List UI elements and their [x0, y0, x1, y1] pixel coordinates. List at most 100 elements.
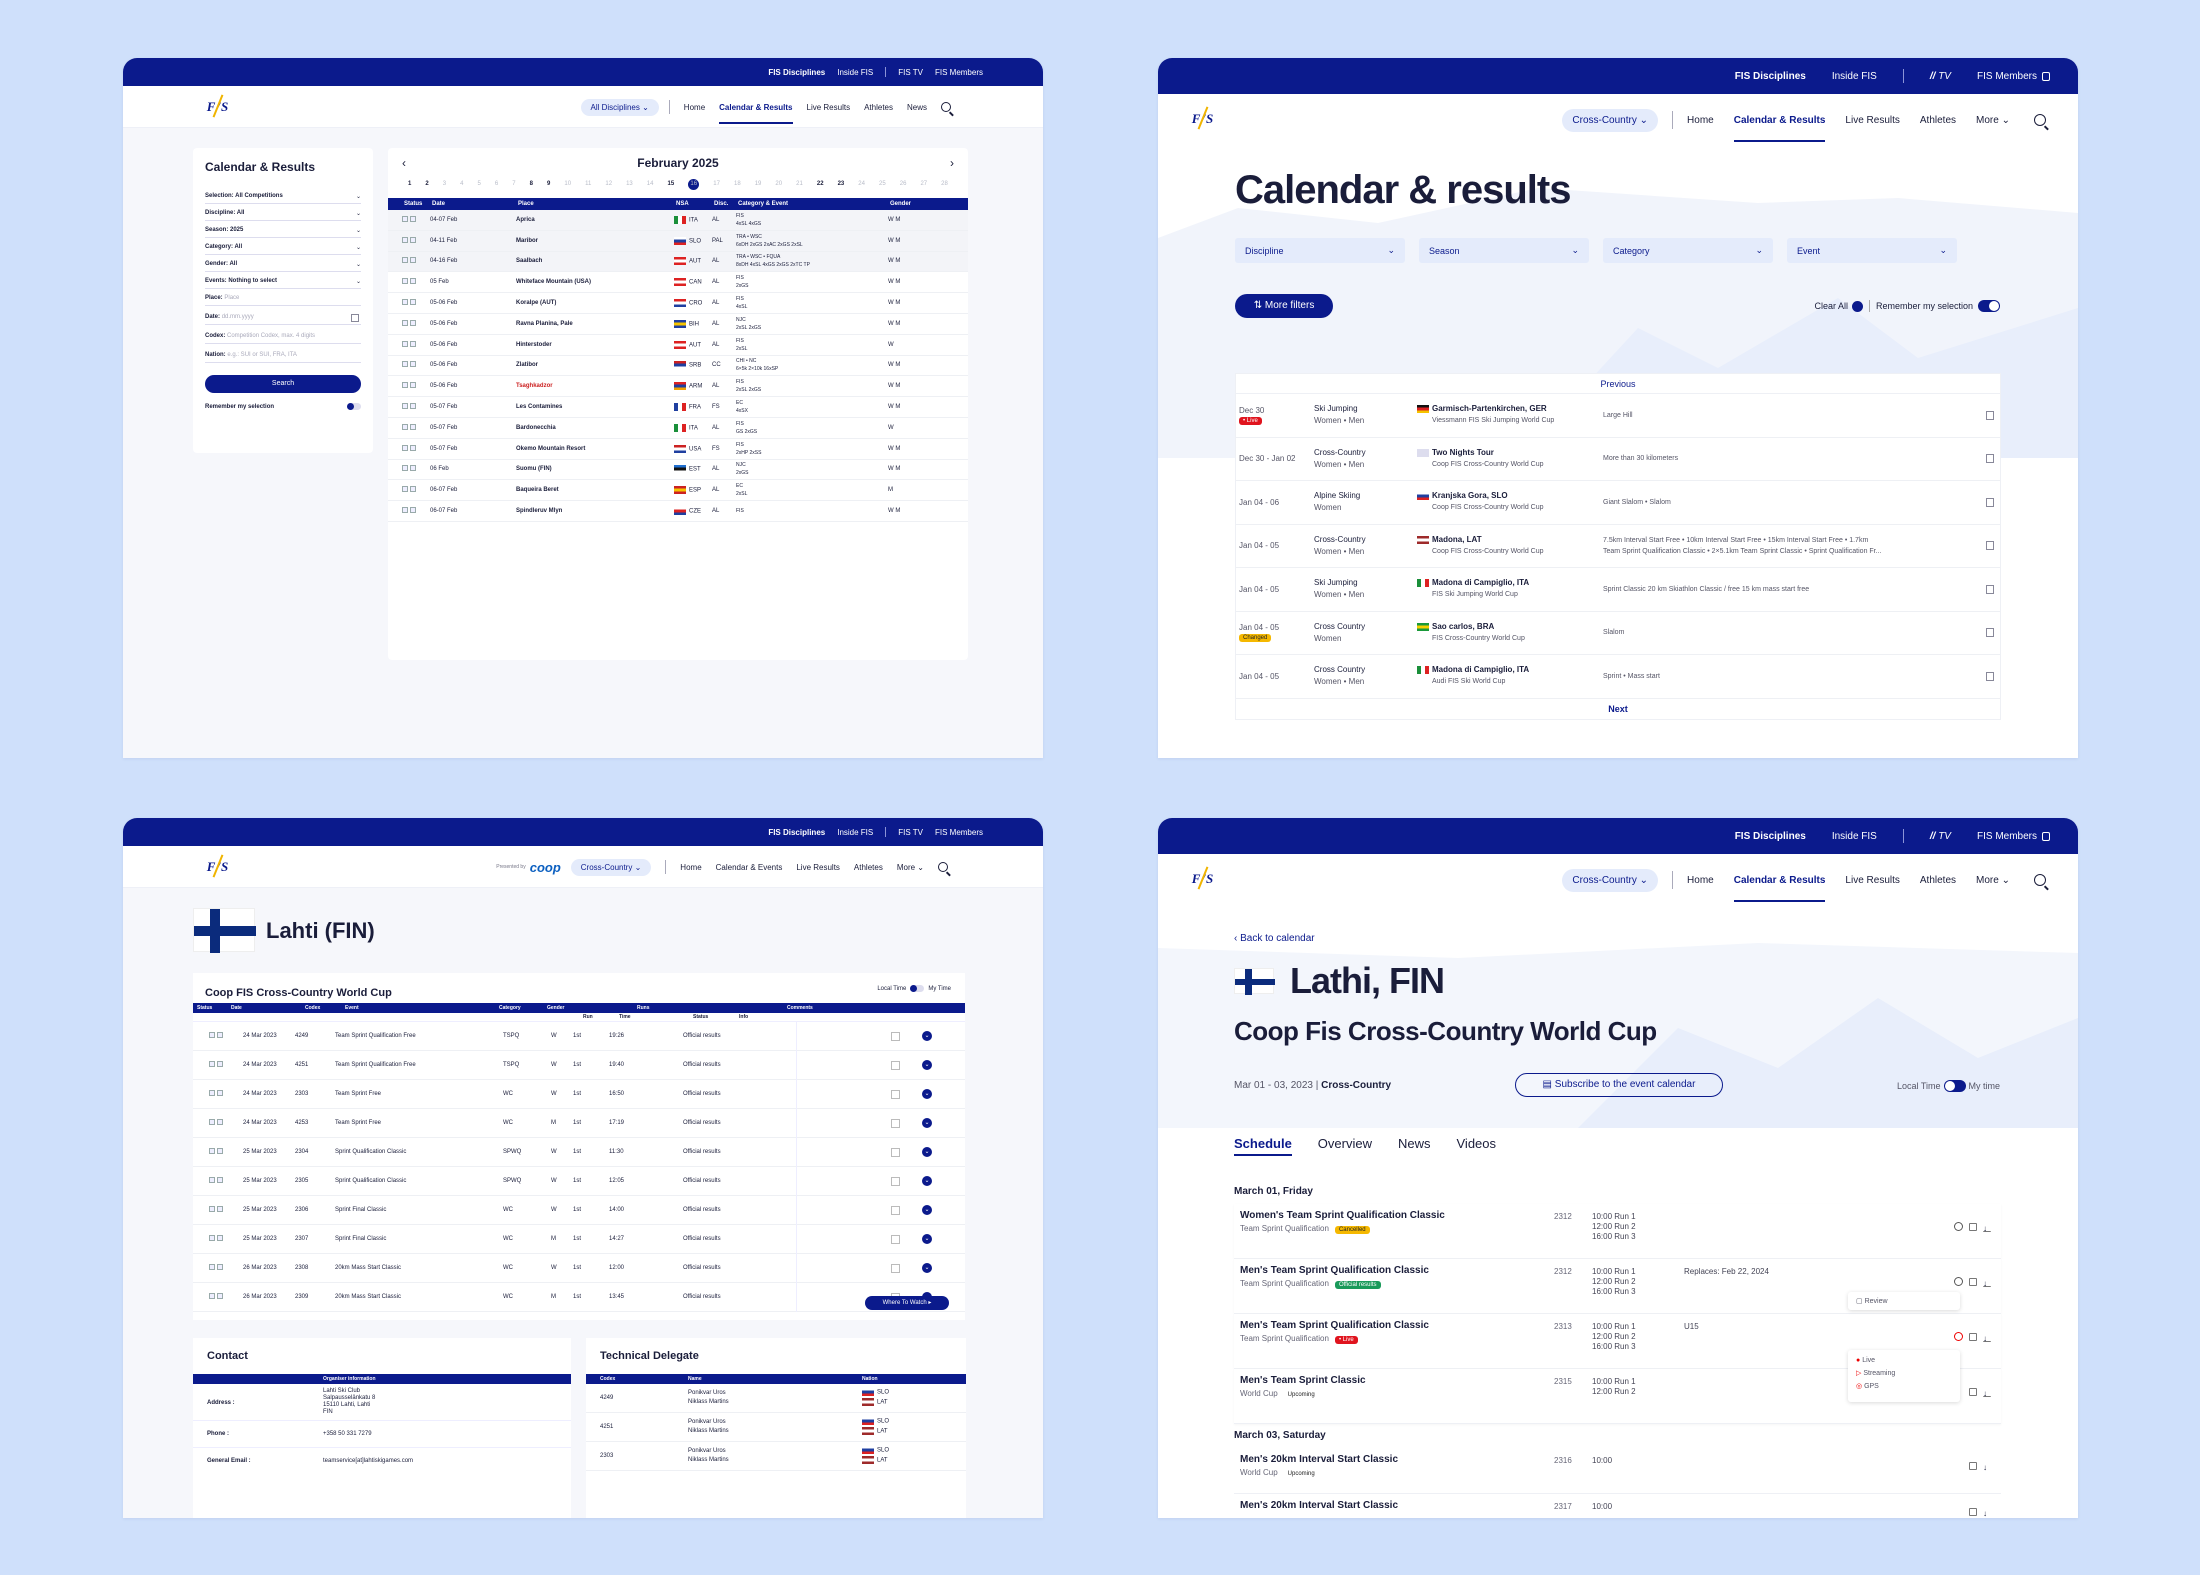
day-cell[interactable]: 14	[646, 181, 654, 187]
schedule-row[interactable]: Men's 20km Interval Start Classic World C…	[1234, 1448, 2001, 1494]
top-link[interactable]: FIS Disciplines	[1734, 830, 1806, 842]
calendar-add-icon[interactable]	[1986, 410, 1994, 420]
calendar-icon[interactable]	[1969, 1508, 1977, 1516]
table-row[interactable]: 05-06 Feb Hinterstoder AUT AL FIS 2xSL W	[388, 335, 968, 356]
table-row[interactable]: 24 Mar 2023 4253 Team Sprint Free WC M 1…	[193, 1108, 965, 1138]
table-row[interactable]: 25 Mar 2023 2305 Sprint Qualification Cl…	[193, 1166, 965, 1196]
filter-select[interactable]: Season: 2025 ⌄	[205, 224, 361, 238]
table-row[interactable]: 26 Mar 2023 2309 20km Mass Start Classic…	[193, 1282, 965, 1312]
row-status[interactable]: Official results	[683, 1166, 797, 1196]
top-link[interactable]: FIS Disciplines	[768, 827, 826, 837]
schedule-row[interactable]: Men's 20km Interval Start Classic 2317 1…	[1234, 1494, 2001, 1518]
top-link[interactable]: FIS Disciplines	[768, 67, 826, 77]
row-status[interactable]: Official results	[683, 1195, 797, 1225]
calendar-icon[interactable]	[351, 314, 359, 322]
filter-select[interactable]: Selection: All Competitions ⌄	[205, 190, 361, 204]
table-row[interactable]: 06-07 Feb Spindleruv Mlyn CZE AL FIS W M	[388, 501, 968, 522]
table-row[interactable]: 04-11 Feb Maribor SLO PAL TRA • WSC 6xDH …	[388, 230, 968, 252]
nav-link[interactable]: Home	[1687, 114, 1714, 126]
table-row[interactable]: 24 Mar 2023 4249 Team Sprint Qualificati…	[193, 1021, 965, 1051]
row-event[interactable]: Team Sprint Qualification Free	[335, 1062, 416, 1068]
filter-dropdown[interactable]: Discipline ⌄	[1235, 238, 1405, 263]
top-link[interactable]: FIS Members	[1976, 70, 2037, 82]
nav-link[interactable]: Live Results	[806, 102, 851, 112]
row-place[interactable]: Sao carlos, BRA	[1432, 621, 1495, 631]
chevron-down-icon[interactable]: ⌄	[922, 1263, 932, 1273]
day-cell[interactable]: 23	[837, 181, 845, 187]
row-event[interactable]: Sprint Qualification Classic	[335, 1149, 407, 1155]
phone-value[interactable]: +358 50 331 7279	[323, 1431, 372, 1437]
nav-link[interactable]: Live Results	[796, 862, 840, 872]
day-cell[interactable]: 10	[564, 181, 572, 187]
schedule-row[interactable]: Women's Team Sprint Qualification Classi…	[1234, 1204, 2001, 1259]
row-event[interactable]: Sprint Qualification Classic	[335, 1178, 407, 1184]
result-row[interactable]: Jan 04 - 05 Cross Country Women • Men Mad…	[1236, 655, 2000, 699]
nav-link[interactable]: Athletes	[1919, 114, 1957, 126]
subscribe-button[interactable]: ▤ Subscribe to the event calendar	[1515, 1073, 1723, 1097]
calendar-icon[interactable]	[891, 1263, 900, 1273]
table-row[interactable]: 05-07 Feb Bardonecchia ITA AL FIS GS 2xGS…	[388, 418, 968, 439]
tab-videos[interactable]: Videos	[1456, 1136, 1497, 1151]
table-row[interactable]: 06-07 Feb Baqueira Beret ESP AL EC 2xSL M	[388, 480, 968, 502]
filter-select[interactable]: Discipline: All ⌄	[205, 207, 361, 221]
more-filters-button[interactable]: ⇅ More filters	[1235, 294, 1333, 318]
filter-select[interactable]: Events: Nothing to select ⌄	[205, 275, 361, 289]
nav-link[interactable]: Home	[1687, 874, 1714, 886]
tab-schedule[interactable]: Schedule	[1234, 1136, 1292, 1156]
table-row[interactable]: 05-06 Feb Ravna Planina, Pale BIH AL NJC…	[388, 314, 968, 335]
row-place[interactable]: Kranjska Gora, SLO	[1432, 491, 1508, 501]
row-event[interactable]: Team Sprint Free	[335, 1120, 382, 1126]
filter-dropdown[interactable]: Season ⌄	[1419, 238, 1589, 263]
row-status[interactable]: Official results	[683, 1079, 797, 1109]
calendar-add-icon[interactable]	[1986, 454, 1994, 464]
row-event[interactable]: 20km Mass Start Classic	[335, 1265, 402, 1271]
filter-select[interactable]: Gender: All ⌄	[205, 258, 361, 272]
codex-input[interactable]: Competition Codex, max. 4 digits	[227, 333, 316, 339]
date-input[interactable]: dd.mm.yyyy	[221, 314, 254, 320]
chevron-right-icon[interactable]: ›	[950, 156, 954, 170]
calendar-add-icon[interactable]	[1986, 671, 1994, 681]
row-place[interactable]: Saalbach	[516, 258, 543, 265]
live-option[interactable]: Live	[1862, 1357, 1876, 1364]
place-input[interactable]: Place	[224, 295, 240, 301]
day-cell[interactable]: 1	[408, 181, 412, 187]
download-icon[interactable]: ↓	[1983, 1279, 1991, 1288]
nav-link[interactable]: Athletes	[1919, 874, 1957, 886]
result-row[interactable]: Jan 04 - 05 Cross-Country Women • Men Mad…	[1236, 525, 2000, 568]
table-row[interactable]: 04-16 Feb Saalbach AUT AL TRA • WSC • FQ…	[388, 251, 968, 273]
nav-link[interactable]: Athletes	[864, 102, 893, 112]
discipline-pill[interactable]: Cross-Country ⌄	[570, 858, 652, 876]
discipline-pill[interactable]: Cross-Country ⌄	[1562, 108, 1659, 132]
email-value[interactable]: teamservice[at]lahtiskigames.com	[323, 1458, 414, 1464]
day-cell[interactable]: 16	[688, 178, 700, 190]
calendar-icon[interactable]	[891, 1176, 900, 1186]
row-status[interactable]: Official results	[683, 1108, 797, 1138]
top-link[interactable]: FIS Members	[1976, 830, 2037, 842]
day-cell[interactable]: 12	[605, 181, 613, 187]
row-place[interactable]: Maribor	[516, 237, 539, 244]
chevron-down-icon[interactable]: ⌄	[922, 1176, 932, 1186]
nav-link[interactable]: Calendar & Events	[715, 862, 783, 872]
result-row[interactable]: Jan 04 - 05 Ski Jumping Women • Men Madon…	[1236, 568, 2000, 612]
calendar-icon[interactable]	[891, 1031, 900, 1041]
top-link[interactable]: Inside FIS	[1831, 830, 1877, 842]
schedule-row[interactable]: Men's Team Sprint Qualification Classic T…	[1234, 1259, 2001, 1314]
event-name[interactable]: Men's 20km Interval Start Classic	[1240, 1500, 1399, 1511]
search-icon[interactable]	[2034, 874, 2046, 886]
table-row[interactable]: 05-07 Feb Les Contamines FRA FS EC 4xSX W…	[388, 397, 968, 418]
day-cell[interactable]: 22	[816, 181, 824, 187]
chevron-down-icon[interactable]: ⌄	[922, 1089, 932, 1099]
row-place[interactable]: Tsaghkadzor	[516, 383, 553, 390]
row-event[interactable]: Sprint Final Classic	[335, 1207, 387, 1213]
download-icon[interactable]: ↓	[1983, 1334, 1991, 1343]
table-row[interactable]: 05 Feb Whiteface Mountain (USA) CAN AL F…	[388, 272, 968, 294]
table-row[interactable]: 05-07 Feb Okemo Mountain Resort USA FS F…	[388, 439, 968, 460]
table-row[interactable]: 05-06 Feb Zlatibor SRB CC CHI • NC 6×5k 2…	[388, 356, 968, 377]
day-cell[interactable]: 5	[477, 181, 481, 187]
discipline-pill[interactable]: All Disciplines ⌄	[580, 98, 659, 116]
calendar-add-icon[interactable]	[1986, 628, 1994, 638]
top-link[interactable]: FIS Members	[934, 67, 983, 77]
row-place[interactable]: Suomu (FIN)	[516, 466, 552, 473]
day-cell[interactable]: 17	[713, 181, 720, 187]
nav-link-active[interactable]: Calendar & Results	[1733, 875, 1826, 902]
